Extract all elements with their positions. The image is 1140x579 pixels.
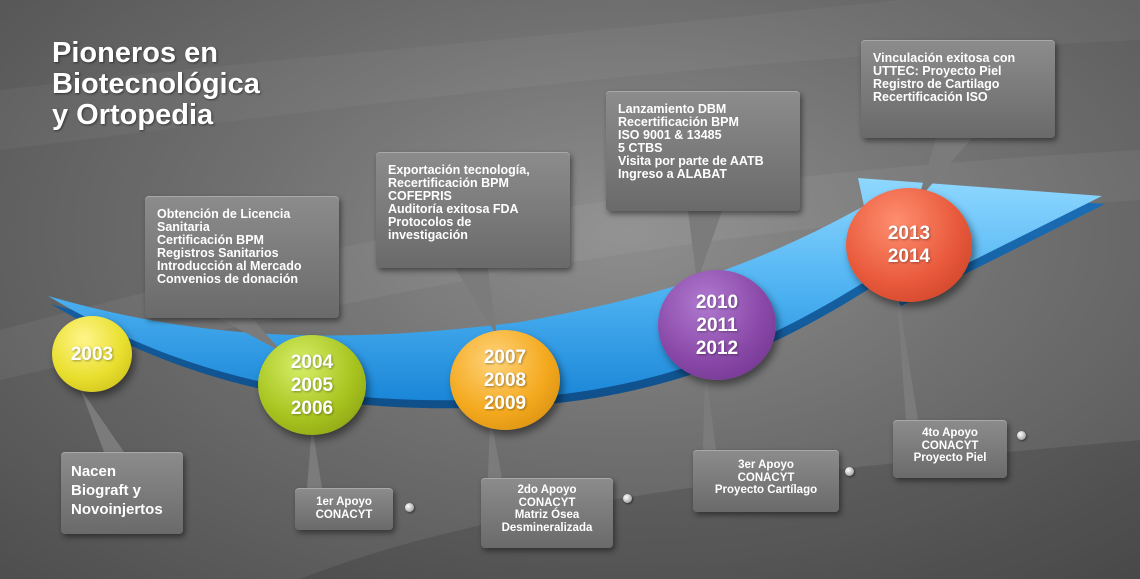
callout-bottom-2004: 1er Apoyo CONACYT <box>295 488 393 530</box>
callout-line: Nacen <box>71 463 117 480</box>
year-label: 2010 <box>695 291 739 313</box>
callout-line: 2do Apoyo <box>517 484 577 496</box>
callout-line: Novoinjertos <box>71 501 163 518</box>
callout-bottom-2003: Nacen Biograft y Novoinjertos <box>61 452 183 534</box>
year-label: 2004 <box>290 351 334 373</box>
callout-line: CONACYT <box>737 471 795 484</box>
callout-line: 4to Apoyo <box>922 427 978 439</box>
callout-line: Registros Sanitarios <box>157 246 279 260</box>
callout-line: Matriz Ósea <box>514 509 580 521</box>
year-circle-2010: 2010 2011 2012 <box>658 270 776 380</box>
callout-line: Proyecto Cartílago <box>714 484 818 496</box>
title-line-1: Pioneros en <box>52 37 218 69</box>
pin-dot-icon <box>405 503 414 512</box>
year-circle-2007: 2007 2008 2009 <box>450 330 560 430</box>
year-label: 2006 <box>290 397 334 419</box>
year-label: 2007 <box>483 346 527 368</box>
callout-line: ISO 9001 & 13485 <box>618 128 722 142</box>
year-label: 2009 <box>483 392 527 414</box>
callout-top-2004: Obtención de Licencia Sanitaria Certific… <box>145 196 339 318</box>
year-label: 2005 <box>290 374 334 396</box>
callout-top-2010: Lanzamiento DBM Recertificación BPM ISO … <box>606 91 800 211</box>
year-label: 2008 <box>483 369 527 391</box>
callout-line: Visita por parte de AATB <box>618 154 764 168</box>
callout-line: Vinculación exitosa con <box>873 51 1016 65</box>
year-label: 2014 <box>887 246 931 267</box>
callout-bottom-2007: 2do Apoyo CONACYT Matriz Ósea Desmineral… <box>481 478 613 548</box>
year-label: 2012 <box>695 337 739 359</box>
callout-line: CONACYT <box>518 496 576 509</box>
pin-dot-icon <box>623 494 632 503</box>
callout-line: COFEPRIS <box>388 189 452 203</box>
callout-line: Auditoría exitosa FDA <box>388 202 519 216</box>
callout-line: Sanitaria <box>157 220 210 234</box>
callout-line: Lanzamiento DBM <box>618 102 727 116</box>
callout-line: Recertificación ISO <box>873 90 988 104</box>
callout-line: 3er Apoyo <box>738 459 794 471</box>
callout-line: Convenios de donación <box>157 272 298 286</box>
callout-line: Desmineralizada <box>501 521 593 534</box>
year-label: 2011 <box>696 314 738 336</box>
callout-line: Introducción al Mercado <box>157 259 302 273</box>
callout-top-2013: Vinculación exitosa con UTTEC: Proyecto … <box>861 40 1055 138</box>
pin-dot-icon <box>845 467 854 476</box>
callout-line: UTTEC: Proyecto Piel <box>873 64 1002 78</box>
pin-dot-icon <box>1017 431 1026 440</box>
callout-line: Biograft y <box>71 482 142 499</box>
callout-top-2007: Exportación tecnología, Recertificación … <box>376 152 570 268</box>
callout-line: CONACYT <box>921 439 979 452</box>
callout-line: Exportación tecnología, <box>388 163 530 177</box>
callout-line: Protocolos de <box>388 215 472 229</box>
year-circle-2003: 2003 <box>52 316 132 392</box>
callout-line: CONACYT <box>315 508 373 521</box>
year-label: 2013 <box>887 223 931 244</box>
callout-line: Proyecto Piel <box>913 452 987 464</box>
callout-line: Recertificación BPM <box>388 176 509 190</box>
callout-line: Certificación BPM <box>157 233 264 247</box>
callout-line: Ingreso a ALABAT <box>618 167 728 181</box>
callout-line: Obtención de Licencia <box>157 207 291 221</box>
callout-line: 1er Apoyo <box>316 496 372 508</box>
callout-line: 5 CTBS <box>618 141 663 155</box>
page-title: Pioneros en Biotecnológica y Ortopedia <box>52 38 260 131</box>
callout-bottom-2010: 3er Apoyo CONACYT Proyecto Cartílago <box>693 450 839 512</box>
callout-bottom-2013: 4to Apoyo CONACYT Proyecto Piel <box>893 420 1007 478</box>
title-line-2: Biotecnológica <box>52 68 260 100</box>
year-circle-2013: 2013 2014 <box>846 188 972 302</box>
year-circle-2004: 2004 2005 2006 <box>258 335 366 435</box>
callout-line: Registro de Cartilago <box>873 77 1000 91</box>
callout-line: investigación <box>388 228 468 242</box>
year-label: 2003 <box>70 343 114 365</box>
title-line-3: y Ortopedia <box>52 99 214 131</box>
callout-line: Recertificación BPM <box>618 115 739 129</box>
